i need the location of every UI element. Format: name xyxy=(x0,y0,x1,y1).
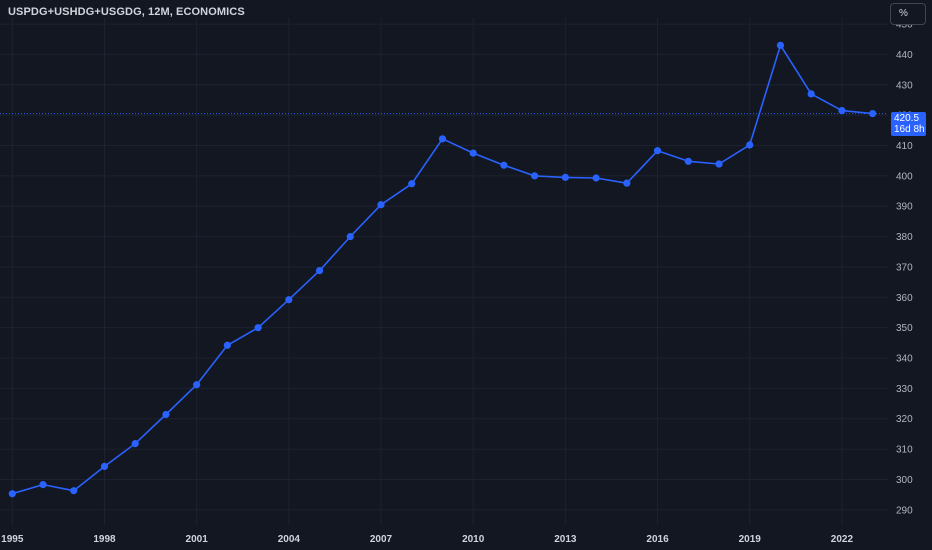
data-point[interactable] xyxy=(408,180,416,188)
x-tick-label: 2019 xyxy=(739,534,762,545)
y-tick-label: 320 xyxy=(896,414,913,425)
data-point[interactable] xyxy=(500,161,508,169)
data-point[interactable] xyxy=(39,481,47,489)
data-point[interactable] xyxy=(561,173,569,181)
y-tick-label: 330 xyxy=(896,384,913,395)
data-point[interactable] xyxy=(684,157,692,165)
data-point[interactable] xyxy=(346,232,354,241)
data-point[interactable] xyxy=(869,110,877,118)
x-tick-label: 2001 xyxy=(186,534,209,545)
data-point[interactable] xyxy=(223,341,231,349)
y-tick-label: 350 xyxy=(896,323,913,334)
y-tick-label: 380 xyxy=(896,232,913,243)
x-tick-label: 2013 xyxy=(554,534,577,545)
y-tick-label: 310 xyxy=(896,445,913,456)
x-tick-label: 2016 xyxy=(646,534,669,545)
data-point[interactable] xyxy=(254,324,262,332)
data-point[interactable] xyxy=(807,90,815,98)
data-point[interactable] xyxy=(193,381,201,389)
data-point[interactable] xyxy=(531,172,539,180)
data-point[interactable] xyxy=(285,296,293,304)
symbol-title[interactable]: USPDG+USHDG+USGDG, 12M, ECONOMICS xyxy=(8,6,245,18)
x-tick-label: 1995 xyxy=(1,534,24,545)
data-point[interactable] xyxy=(438,135,447,143)
y-tick-label: 440 xyxy=(896,50,913,61)
bar-countdown: 16d 8h xyxy=(894,124,925,135)
y-tick-label: 410 xyxy=(896,141,913,152)
series-line xyxy=(12,44,873,495)
percent-scale-button[interactable]: % xyxy=(890,3,926,25)
data-point[interactable] xyxy=(838,106,846,115)
y-tick-label: 290 xyxy=(896,505,913,516)
data-point[interactable] xyxy=(469,149,477,157)
y-tick-label: 340 xyxy=(896,354,913,365)
data-point[interactable] xyxy=(776,41,785,49)
y-tick-label: 450 xyxy=(896,20,913,31)
time-axis[interactable]: 1995 1998 2001 2004 2007 2010 2013 2016 2019 2022 xyxy=(1,534,853,545)
x-tick-label: 1998 xyxy=(93,534,116,545)
y-tick-label: 370 xyxy=(896,262,913,273)
y-tick-label: 300 xyxy=(896,475,913,486)
data-point[interactable] xyxy=(8,490,16,498)
y-tick-label: 360 xyxy=(896,293,913,304)
data-point[interactable] xyxy=(315,266,324,275)
series-polyline xyxy=(12,44,873,495)
data-point[interactable] xyxy=(70,487,78,495)
y-tick-label: 400 xyxy=(896,171,913,182)
data-point[interactable] xyxy=(746,141,754,149)
x-tick-label: 2007 xyxy=(370,534,393,545)
data-point[interactable] xyxy=(131,440,139,448)
series-points xyxy=(8,41,877,498)
y-tick-label: 390 xyxy=(896,202,913,213)
data-point[interactable] xyxy=(592,174,600,182)
y-tick-label: 430 xyxy=(896,80,913,91)
data-point[interactable] xyxy=(162,410,170,419)
data-point[interactable] xyxy=(653,147,662,155)
x-tick-label: 2022 xyxy=(831,534,854,545)
x-tick-label: 2010 xyxy=(462,534,485,545)
data-point[interactable] xyxy=(623,179,631,187)
data-point[interactable] xyxy=(100,462,109,471)
data-point[interactable] xyxy=(377,201,385,209)
grid-lines xyxy=(0,18,888,525)
x-tick-label: 2004 xyxy=(278,534,301,545)
price-axis[interactable]: 290 300 310 320 330 340 350 360 370 380 390 400 410 4… xyxy=(896,20,913,517)
data-point[interactable] xyxy=(715,160,723,168)
last-price-value: 420.5 xyxy=(894,113,920,124)
last-price-badge: 420.5 16d 8h xyxy=(891,112,926,136)
